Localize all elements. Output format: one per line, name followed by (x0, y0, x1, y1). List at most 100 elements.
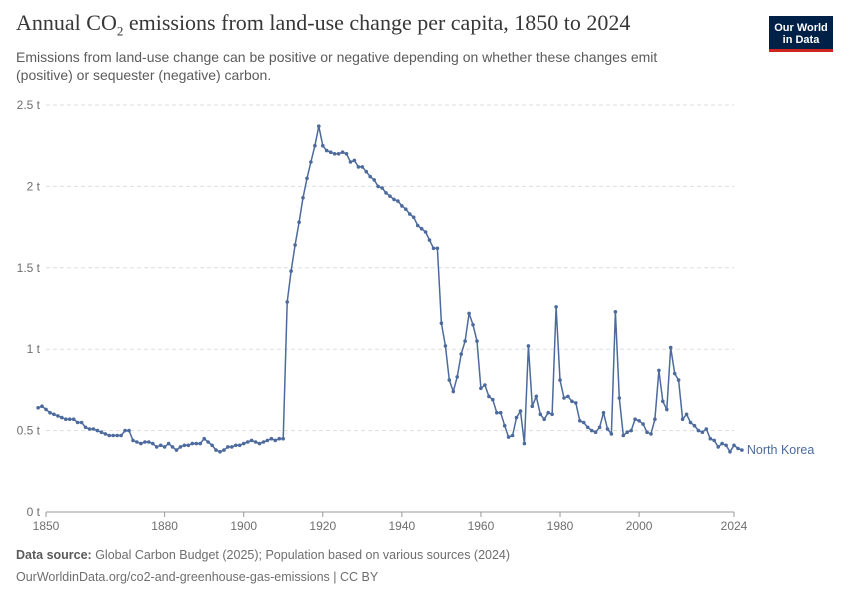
data-point (83, 425, 88, 430)
data-point (415, 223, 420, 228)
data-point (570, 399, 574, 404)
data-point (67, 417, 72, 422)
data-point (471, 323, 475, 327)
data-point (578, 419, 582, 423)
series-label-north-korea[interactable]: North Korea (747, 443, 814, 457)
title-subscript: 2 (116, 23, 124, 39)
data-point (131, 438, 135, 443)
data-point (625, 430, 629, 435)
data-point (174, 448, 179, 452)
data-point (91, 427, 96, 431)
data-point (400, 204, 404, 208)
data-point (214, 448, 218, 452)
data-point (139, 441, 143, 446)
data-point (668, 345, 673, 350)
series-line-north-korea[interactable] (37, 126, 743, 454)
data-source-label: Data source: (16, 548, 92, 562)
data-point (672, 371, 677, 376)
data-point (119, 433, 123, 438)
data-source: Data source: Global Carbon Budget (2025)… (16, 548, 510, 562)
data-point (554, 305, 558, 309)
data-point (186, 443, 191, 448)
data-point (40, 404, 44, 409)
data-point (538, 412, 543, 417)
data-point (427, 238, 432, 242)
data-point (324, 148, 329, 153)
data-point (649, 432, 653, 436)
data-point (249, 438, 254, 443)
data-point (158, 443, 163, 448)
data-point (510, 433, 515, 438)
data-point (99, 430, 104, 435)
data-point (182, 443, 187, 448)
data-point (431, 246, 436, 251)
owid-logo[interactable]: Our World in Data (769, 16, 833, 52)
data-point (301, 196, 305, 200)
data-point (593, 430, 598, 435)
data-point (210, 443, 214, 448)
data-point (281, 436, 286, 441)
data-point (178, 445, 183, 449)
chart-area: 0 t 0.5 t 1 t 1.5 t 2 t 2.5 t 1850 1880 1900 192… (17, 98, 815, 530)
data-point (261, 440, 266, 444)
data-point (376, 184, 380, 189)
data-point (732, 443, 736, 448)
data-point (724, 443, 728, 448)
source-url-license[interactable]: OurWorldinData.org/co2-and-greenhouse-ga… (16, 570, 379, 584)
data-point (265, 438, 270, 443)
data-point (348, 160, 353, 164)
data-point (340, 150, 345, 154)
data-point (601, 410, 606, 415)
data-point (633, 417, 637, 422)
data-point (459, 352, 464, 356)
data-point (154, 445, 159, 449)
data-point (79, 420, 84, 425)
data-point (475, 339, 479, 343)
data-point (332, 152, 337, 156)
x-tick-label: 2000 (626, 519, 653, 530)
data-point (609, 432, 614, 436)
y-tick-label: 1 t (27, 342, 41, 356)
data-point (115, 433, 119, 438)
data-point (736, 446, 740, 451)
data-point (455, 375, 460, 379)
data-point (423, 230, 428, 234)
x-tick-label: 1920 (309, 519, 336, 530)
data-point (676, 378, 681, 382)
data-point (170, 445, 175, 449)
data-point (665, 407, 669, 412)
data-point (151, 441, 155, 446)
data-point (680, 417, 685, 422)
data-point (202, 436, 206, 441)
data-point (135, 440, 139, 444)
data-point (44, 407, 48, 412)
data-point (309, 160, 313, 164)
data-point (285, 300, 290, 304)
x-tick-label: 1850 (33, 519, 60, 530)
data-point (344, 152, 349, 156)
data-point (514, 415, 519, 420)
data-point (194, 441, 199, 446)
data-point (487, 394, 491, 399)
data-point (657, 368, 661, 373)
data-point (495, 410, 499, 415)
data-point (364, 169, 369, 174)
series-points (36, 124, 744, 454)
data-point (613, 310, 618, 314)
data-point (56, 414, 60, 418)
title-main: Annual CO (16, 10, 117, 35)
data-point (111, 433, 115, 438)
data-point (127, 428, 131, 433)
data-point (530, 404, 535, 409)
data-point (617, 396, 622, 400)
data-source-text: Global Carbon Budget (2025); Population … (91, 548, 511, 562)
data-point (245, 440, 250, 444)
data-point (498, 410, 503, 415)
y-tick-label: 2 t (27, 179, 41, 193)
data-point (241, 441, 246, 446)
data-point (147, 440, 151, 444)
data-point (653, 417, 657, 422)
data-point (368, 174, 373, 179)
logo-line-2: in Data (782, 34, 820, 46)
data-point (48, 410, 52, 415)
